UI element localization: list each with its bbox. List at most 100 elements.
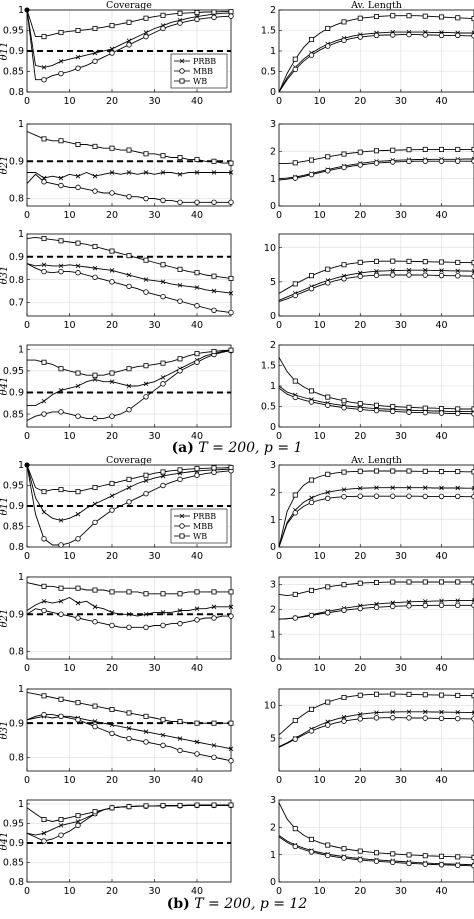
data-point-wb [41, 817, 47, 823]
data-point-mbb [373, 160, 380, 166]
data-point-wb [211, 158, 217, 164]
data-point-prbb [406, 267, 412, 273]
data-point-prbb [58, 388, 64, 393]
x-tick-label: 20 [106, 320, 118, 331]
data-point-wb [143, 363, 149, 369]
data-point-prbb [126, 611, 132, 617]
data-point-prbb [92, 719, 98, 724]
series-line-wb [26, 691, 231, 724]
data-point-wb [75, 489, 81, 495]
data-point-wb [373, 468, 379, 474]
data-point-mbb [109, 413, 115, 419]
data-point-wb [41, 236, 47, 242]
data-point-mbb [422, 861, 428, 867]
data-point-wb [422, 13, 428, 19]
data-point-wb [109, 480, 115, 486]
data-point-wb [357, 259, 363, 265]
x-tick-label: 0 [276, 775, 282, 786]
x-tick-label: 0 [24, 320, 30, 331]
data-point-wb [325, 154, 331, 160]
data-point-mbb [471, 602, 474, 609]
data-point-mbb [292, 394, 298, 401]
data-point-wb [341, 695, 347, 701]
data-point-mbb [126, 42, 132, 48]
data-point-mbb [177, 199, 183, 205]
data-point-prbb [406, 709, 412, 715]
data-point-mbb [390, 272, 396, 278]
chart-panel-b-1-length: 0 10 20 30 40 0 1 2 3 Av. Length [270, 455, 474, 562]
y-axis-label: θ31 [0, 721, 10, 740]
data-point-wb [194, 351, 200, 357]
x-tick-label: 20 [106, 886, 118, 897]
series-line-mbb [278, 495, 474, 548]
x-tick-label: 20 [354, 775, 366, 786]
data-point-prbb [126, 726, 132, 731]
data-point-wb [92, 25, 98, 31]
legend-marker-prbb [179, 58, 185, 64]
y-tick-label: 0 [270, 87, 276, 98]
data-point-wb [422, 259, 428, 265]
x-tick-label: 40 [435, 886, 447, 897]
y-tick-label: 0.9 [9, 388, 24, 399]
data-point-prbb [194, 606, 200, 611]
data-point-prbb [160, 375, 166, 380]
data-point-mbb [422, 493, 428, 500]
data-point-mbb [422, 602, 428, 609]
caption-a-tag: (a) [171, 440, 194, 456]
y-tick-label: 0.8 [9, 877, 24, 888]
y-tick-label: 1 [18, 119, 24, 130]
data-point-prbb [126, 38, 132, 44]
data-point-mbb [126, 193, 132, 200]
data-point-wb [194, 466, 200, 472]
data-point-mbb [228, 13, 234, 19]
series-line-wb [26, 131, 231, 164]
data-point-mbb [471, 411, 474, 417]
data-point-prbb [58, 263, 64, 269]
data-point-mbb [292, 66, 298, 73]
data-point-prbb [160, 170, 166, 175]
caption-b: (b) T = 200, p = 12 [0, 896, 474, 912]
data-point-prbb [143, 381, 149, 387]
y-tick-label: 2 [270, 5, 276, 16]
x-tick-label: 20 [354, 320, 366, 331]
data-point-mbb [126, 735, 132, 742]
x-tick-label: 10 [63, 551, 75, 562]
data-point-wb [75, 813, 81, 819]
data-point-wb [126, 476, 132, 482]
data-point-mbb [308, 849, 315, 855]
data-point-mbb [41, 76, 47, 83]
data-point-mbb [92, 188, 98, 194]
data-point-mbb [194, 472, 200, 478]
data-point-wb [160, 12, 166, 18]
data-point-mbb [41, 536, 47, 542]
y-tick-label: 0.95 [3, 366, 24, 377]
data-point-mbb [438, 602, 445, 609]
data-point-mbb [211, 469, 217, 476]
chart-title: Av. Length [350, 0, 402, 11]
x-tick-label: 30 [148, 96, 160, 107]
data-point-mbb [126, 283, 132, 290]
data-point-prbb [75, 511, 81, 517]
data-point-wb [143, 257, 149, 263]
data-point-prbb [471, 268, 474, 274]
data-point-prbb [194, 285, 200, 290]
y-tick-label: 0.9 [9, 501, 24, 512]
data-point-prbb [41, 262, 47, 268]
data-point-wb [341, 151, 347, 157]
data-point-wb [455, 259, 461, 265]
data-point-wb [41, 34, 47, 40]
data-point-wb [194, 802, 200, 808]
data-point-mbb [160, 293, 166, 300]
data-point-wb [92, 244, 98, 250]
y-tick-label: 1 [18, 345, 24, 356]
data-point-mbb [455, 410, 461, 417]
data-point-wb [160, 591, 166, 597]
data-point-wb [292, 492, 298, 498]
x-tick-label: 30 [148, 210, 160, 221]
legend-label-wb: WB [193, 532, 207, 541]
data-point-mbb [160, 742, 166, 749]
legend-marker-wb [179, 533, 185, 539]
data-point-mbb [406, 860, 412, 867]
data-point-prbb [109, 46, 115, 52]
